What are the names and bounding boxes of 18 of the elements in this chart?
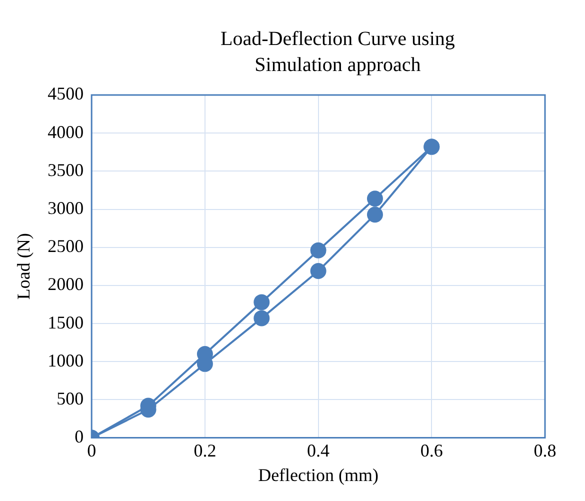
y-tick-label: 4000 (48, 122, 84, 142)
x-tick-label: 0.8 (534, 440, 556, 460)
y-tick-label: 1500 (48, 312, 84, 332)
y-tick-label: 0 (74, 426, 84, 447)
x-tick-label: 0 (87, 440, 96, 460)
x-tick-label: 0.2 (194, 440, 216, 460)
x-tick-label: 0.6 (420, 440, 443, 460)
y-tick-label: 3000 (48, 198, 84, 218)
y-tick-label: 500 (56, 388, 84, 408)
y-tick-label: 1000 (48, 350, 84, 370)
y-tick-label: 3500 (48, 160, 84, 180)
chart-title: Load-Deflection Curve using Simulation approach (220, 27, 456, 78)
y-tick-label: 2500 (48, 236, 84, 256)
x-tick-label: 0.4 (307, 440, 330, 460)
y-tick-label: 4500 (48, 84, 84, 104)
y-axis-title: Load (N) (14, 233, 34, 300)
y-tick-label: 2000 (48, 274, 84, 294)
x-axis-title: Deflection (mm) (258, 464, 379, 485)
